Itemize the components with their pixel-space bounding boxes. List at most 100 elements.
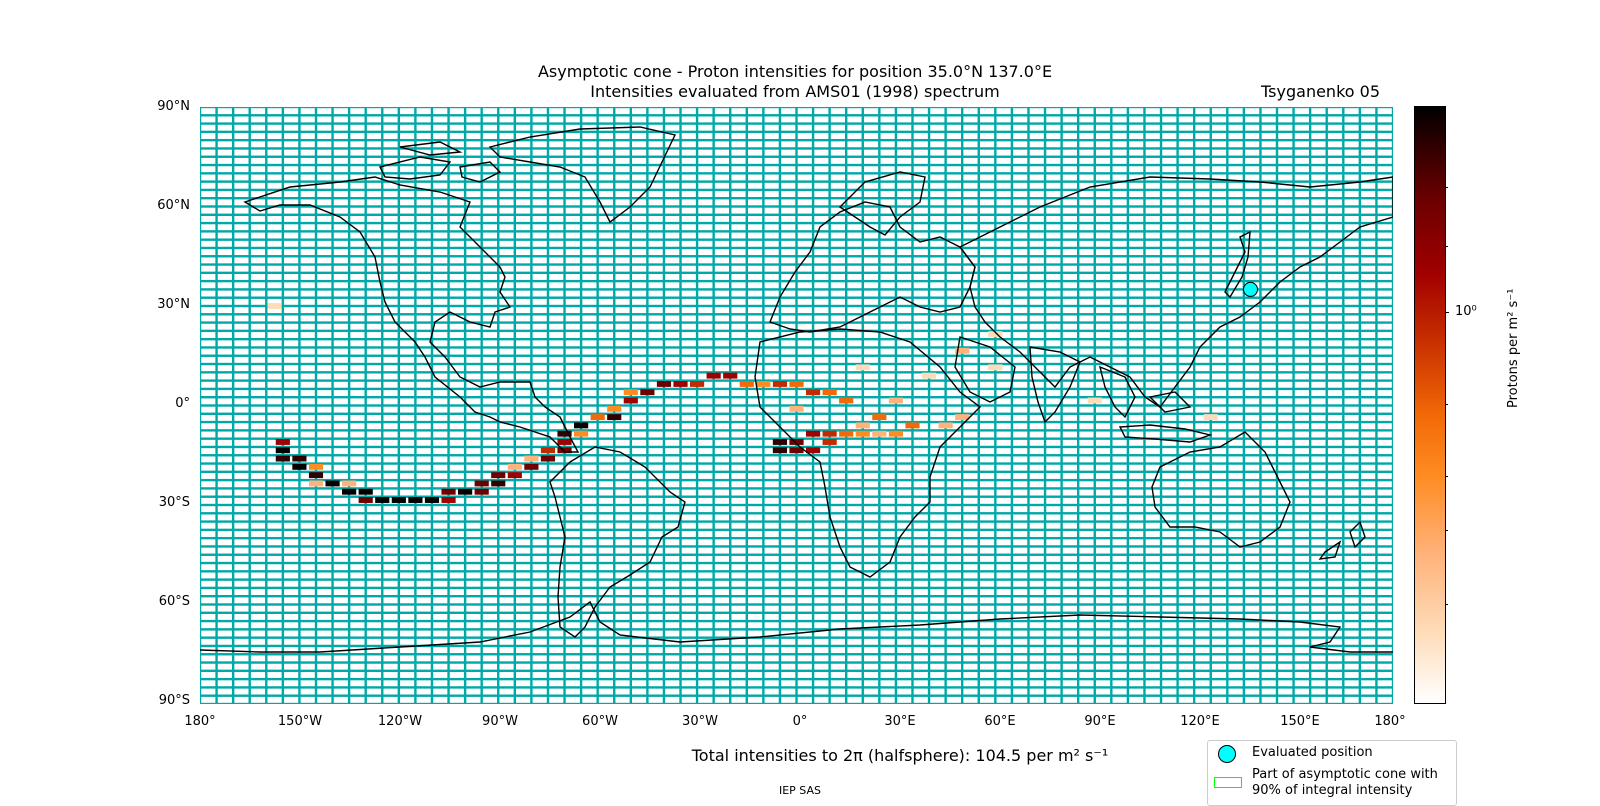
grid-cell	[714, 481, 730, 488]
grid-cell	[979, 580, 995, 587]
grid-cell	[300, 663, 315, 670]
grid-cell	[880, 257, 895, 264]
grid-cell	[300, 506, 315, 513]
grid-cell	[946, 414, 961, 421]
grid-cell	[350, 572, 365, 579]
grid-cell	[300, 481, 315, 488]
grid-cell	[1294, 157, 1309, 164]
grid-cell	[250, 157, 266, 164]
grid-cell	[1327, 448, 1343, 455]
grid-cell	[1245, 141, 1260, 148]
grid-cell	[234, 506, 249, 513]
grid-cell	[598, 522, 614, 529]
grid-cell	[1311, 398, 1326, 405]
grid-cell	[1311, 547, 1326, 554]
grid-cell	[930, 572, 945, 579]
grid-cell	[963, 688, 978, 695]
grid-cell	[797, 365, 812, 372]
grid-cell	[350, 232, 365, 239]
grid-cell	[963, 655, 978, 662]
grid-cell	[267, 323, 282, 330]
grid-cell	[930, 381, 945, 388]
grid-cell	[1327, 356, 1343, 363]
grid-cell	[946, 680, 961, 687]
grid-cell	[764, 340, 779, 347]
grid-cell	[317, 381, 332, 388]
grid-cell	[1344, 149, 1359, 156]
grid-cell	[1046, 323, 1061, 330]
grid-cell	[366, 423, 382, 430]
grid-cell	[979, 539, 995, 546]
grid-cell	[814, 597, 829, 604]
grid-cell	[1046, 622, 1061, 629]
grid-cell	[830, 497, 846, 504]
grid-cell	[267, 414, 282, 421]
grid-cell	[1079, 199, 1094, 206]
grid-cell	[648, 174, 663, 181]
grid-cell	[433, 166, 448, 173]
grid-cell	[1178, 149, 1193, 156]
grid-cell	[731, 481, 746, 488]
grid-cell	[731, 307, 746, 314]
grid-cell	[1195, 547, 1210, 554]
grid-cell	[714, 166, 730, 173]
grid-cell	[565, 390, 580, 397]
grid-cell	[648, 439, 663, 446]
grid-cell	[499, 464, 514, 471]
grid-cell	[830, 157, 846, 164]
grid-cell	[366, 265, 382, 272]
grid-cell	[830, 348, 846, 355]
grid-cell	[1095, 638, 1111, 645]
grid-cell	[1278, 514, 1293, 521]
grid-cell	[300, 282, 315, 289]
grid-cell	[1311, 688, 1326, 695]
grid-cell	[747, 597, 763, 604]
grid-cell	[632, 232, 647, 239]
grid-cell	[201, 274, 216, 280]
grid-cell	[449, 257, 464, 264]
grid-cell	[317, 199, 332, 206]
grid-cell	[930, 406, 945, 413]
grid-cell	[1112, 597, 1127, 604]
grid-cell	[681, 124, 696, 131]
grid-cell	[516, 580, 531, 587]
grid-cell	[350, 166, 365, 173]
grid-cell	[383, 332, 398, 338]
grid-cell	[350, 531, 365, 537]
grid-cell	[1178, 356, 1193, 363]
grid-cell	[516, 356, 531, 363]
grid-cell	[632, 315, 647, 322]
grid-cell	[250, 672, 266, 678]
grid-cell	[499, 589, 514, 596]
grid-cell	[648, 672, 663, 678]
grid-cell	[1195, 290, 1210, 297]
grid-cell	[946, 406, 961, 413]
grid-cell	[632, 274, 647, 280]
grid-cell	[466, 696, 481, 703]
grid-cell	[1062, 398, 1077, 405]
grid-cell	[913, 431, 928, 438]
grid-cell	[449, 696, 464, 703]
grid-cell	[963, 680, 978, 687]
grid-cell	[1112, 688, 1127, 695]
map-background	[200, 107, 1393, 704]
grid-cell	[400, 696, 415, 703]
grid-cell	[897, 166, 912, 173]
grid-cell	[433, 149, 448, 156]
grid-cell	[201, 348, 216, 355]
grid-cell	[1228, 157, 1243, 164]
grid-cell	[1029, 348, 1044, 355]
grid-cell	[632, 539, 647, 546]
grid-cell	[1062, 199, 1077, 206]
grid-cell	[781, 398, 796, 405]
grid-cell	[516, 481, 531, 488]
grid-cell	[714, 224, 730, 231]
grid-cell	[814, 539, 829, 546]
grid-cell	[863, 605, 879, 612]
grid-cell	[1095, 439, 1111, 446]
grid-cell	[1029, 381, 1044, 388]
grid-cell	[532, 514, 547, 521]
grid-cell	[416, 481, 431, 488]
grid-cell	[698, 274, 713, 280]
grid-cell	[781, 249, 796, 256]
